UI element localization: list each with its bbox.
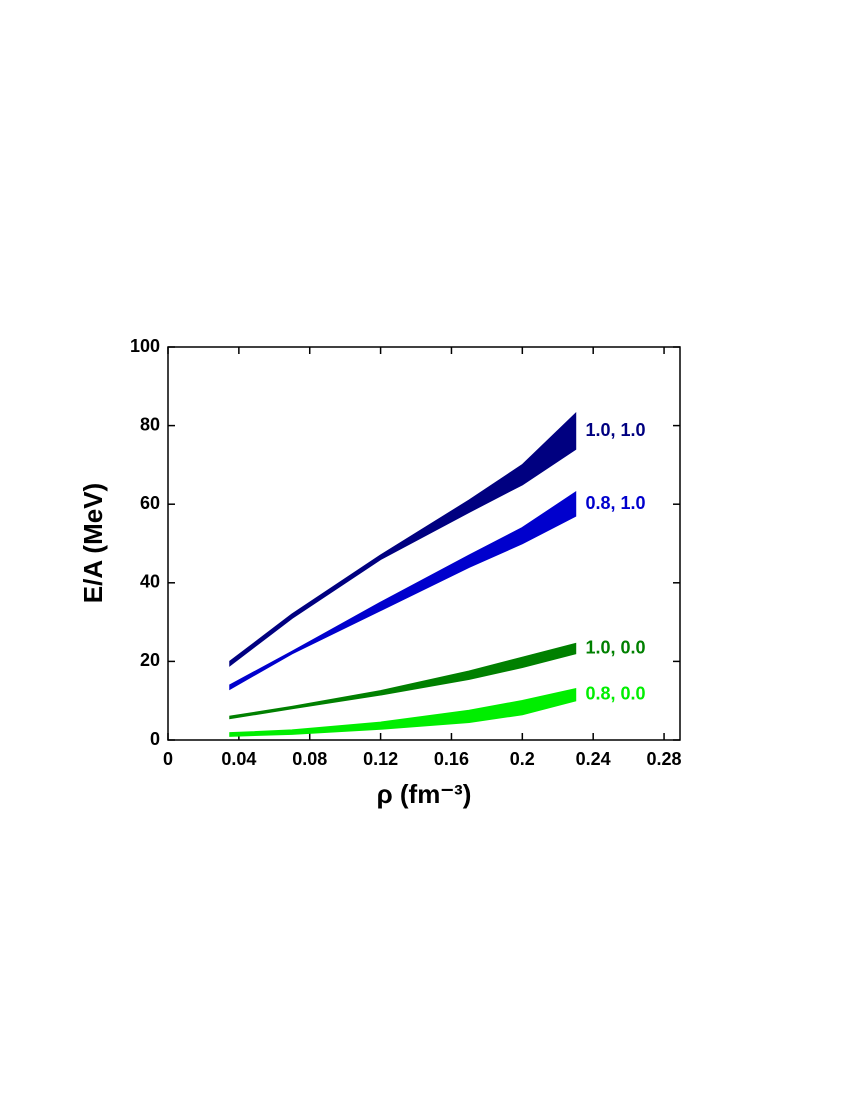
band <box>229 491 577 691</box>
x-axis-label: ρ (fm⁻³) <box>377 779 472 809</box>
x-tick-label: 0.2 <box>510 749 535 769</box>
x-tick-label: 0.12 <box>363 749 398 769</box>
series-label: 0.8, 0.0 <box>585 684 645 704</box>
band <box>229 687 577 737</box>
band <box>229 642 577 720</box>
series-label: 1.0, 1.0 <box>585 420 645 440</box>
x-tick-label: 0.28 <box>647 749 682 769</box>
x-tick-label: 0.08 <box>292 749 327 769</box>
y-tick-label: 0 <box>150 729 160 749</box>
x-tick-label: 0.16 <box>434 749 469 769</box>
series-label: 1.0, 0.0 <box>585 637 645 657</box>
y-tick-label: 100 <box>130 336 160 356</box>
x-tick-label: 0.04 <box>221 749 256 769</box>
band <box>229 412 577 667</box>
y-axis-label: E/A (MeV) <box>78 483 108 603</box>
plot-frame <box>167 346 681 741</box>
x-tick-label: 0.24 <box>576 749 611 769</box>
y-tick-label: 40 <box>140 572 160 592</box>
y-tick-label: 20 <box>140 650 160 670</box>
x-tick-label: 0 <box>163 749 173 769</box>
y-tick-label: 80 <box>140 414 160 434</box>
y-tick-label: 60 <box>140 493 160 513</box>
series-label: 0.8, 1.0 <box>585 493 645 513</box>
